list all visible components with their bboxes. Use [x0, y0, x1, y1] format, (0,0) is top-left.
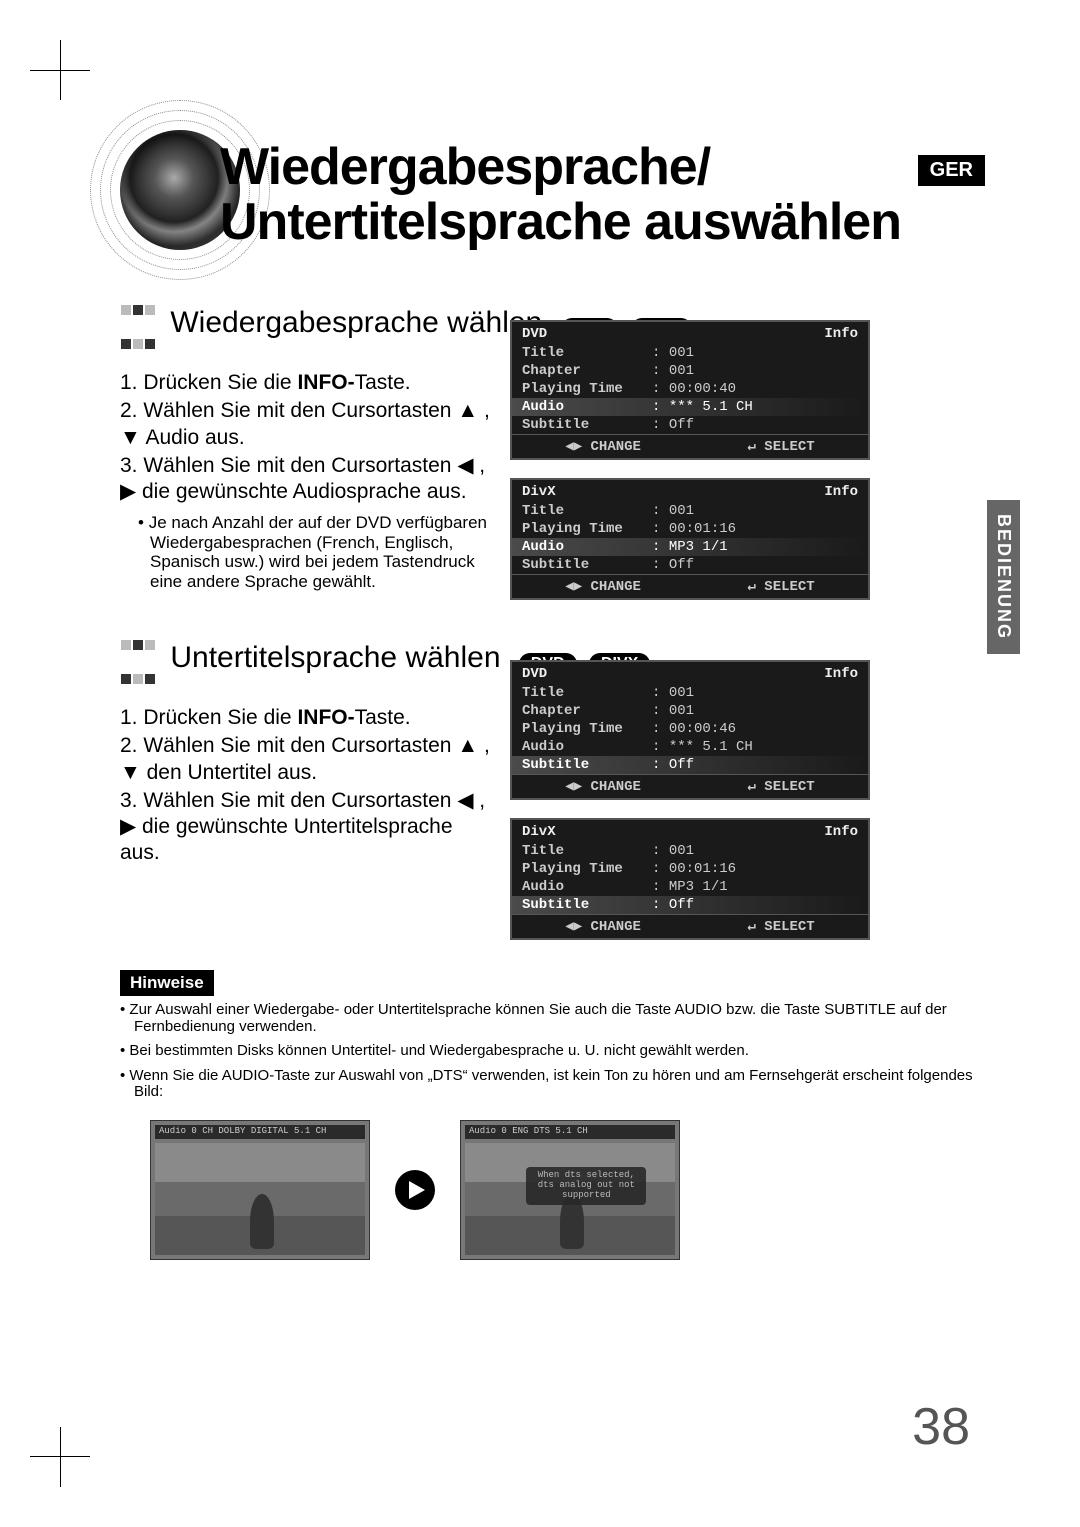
section2-heading: Untertitelsprache wählen — [170, 641, 500, 674]
thumb-dolby: Audio 0 CH DOLBY DIGITAL 5.1 CH — [150, 1120, 370, 1260]
hinweise-list: Zur Auswahl einer Wiedergabe- oder Unter… — [120, 1002, 980, 1109]
thumb-dts: Audio 0 ENG DTS 5.1 CH When dts selected… — [460, 1120, 680, 1260]
page-number: 38 — [912, 1397, 970, 1457]
page-title: Wiedergabesprache/ Untertitelsprache aus… — [220, 140, 901, 249]
section1-instructions: 1. Drücken Sie die INFO-Taste. 2. Wählen… — [120, 370, 490, 505]
section-bullet-icon — [120, 290, 156, 358]
arrow-icon — [395, 1170, 435, 1210]
hint-3: Wenn Sie die AUDIO-Taste zur Auswahl von… — [120, 1068, 980, 1101]
osd-divx-subtitle: DivXInfo Title001 Playing Time00:01:16 A… — [510, 818, 870, 940]
example-screenshots: Audio 0 CH DOLBY DIGITAL 5.1 CH Audio 0 … — [150, 1120, 680, 1260]
section-bullet-icon — [120, 625, 156, 693]
language-tab: GER — [918, 155, 985, 186]
section2-instructions: 1. Drücken Sie die INFO-Taste. 2. Wählen… — [120, 705, 490, 867]
hint-2: Bei bestimmten Disks können Untertitel- … — [120, 1043, 980, 1060]
title-line-1: Wiedergabesprache/ — [220, 138, 710, 196]
osd-divx-audio: DivXInfo Title001 Playing Time00:01:16 A… — [510, 478, 870, 600]
hinweise-label: Hinweise — [120, 970, 214, 996]
hint-1: Zur Auswahl einer Wiedergabe- oder Unter… — [120, 1002, 980, 1035]
osd-audio-examples: DVDInfo Title001 Chapter001 Playing Time… — [510, 320, 870, 618]
osd-subtitle-examples: DVDInfo Title001 Chapter001 Playing Time… — [510, 660, 870, 958]
section-tab: BEDIENUNG — [987, 500, 1020, 654]
title-line-2: Untertitelsprache auswählen — [220, 193, 901, 251]
section1-heading: Wiedergabesprache wählen — [170, 306, 542, 339]
section1-note: Je nach Anzahl der auf der DVD verfügbar… — [120, 513, 490, 591]
osd-dvd-audio: DVDInfo Title001 Chapter001 Playing Time… — [510, 320, 870, 460]
page-content: GER BEDIENUNG Wiedergabesprache/ Unterti… — [90, 100, 1040, 1467]
osd-dvd-subtitle: DVDInfo Title001 Chapter001 Playing Time… — [510, 660, 870, 800]
